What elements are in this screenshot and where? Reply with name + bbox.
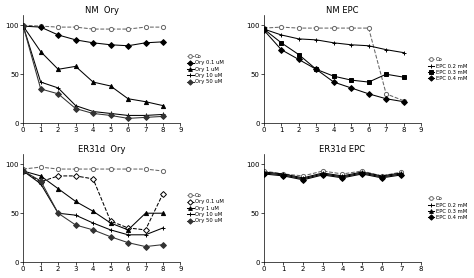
Legend: Co, EPC 0.2 mM, EPC 0.3 mM, EPC 0.4 mM: Co, EPC 0.2 mM, EPC 0.3 mM, EPC 0.4 mM: [427, 56, 468, 82]
Title: ER31d EPC: ER31d EPC: [319, 145, 365, 153]
Legend: Co, Ory 0.1 uM, Ory 1 uM, Ory 10 uM, Ory 50 uM: Co, Ory 0.1 uM, Ory 1 uM, Ory 10 uM, Ory…: [186, 192, 225, 225]
Title: ER31d  Ory: ER31d Ory: [78, 145, 126, 153]
Title: NM EPC: NM EPC: [326, 6, 359, 14]
Legend: Co, Ory 0.1 uM, Ory 1 uM, Ory 10 uM, Ory 50 uM: Co, Ory 0.1 uM, Ory 1 uM, Ory 10 uM, Ory…: [186, 53, 225, 86]
Title: NM  Ory: NM Ory: [85, 6, 119, 14]
Legend: Co, EPC 0.2 mM, EPC 0.3 mM, EPC 0.4 mM: Co, EPC 0.2 mM, EPC 0.3 mM, EPC 0.4 mM: [427, 195, 468, 221]
